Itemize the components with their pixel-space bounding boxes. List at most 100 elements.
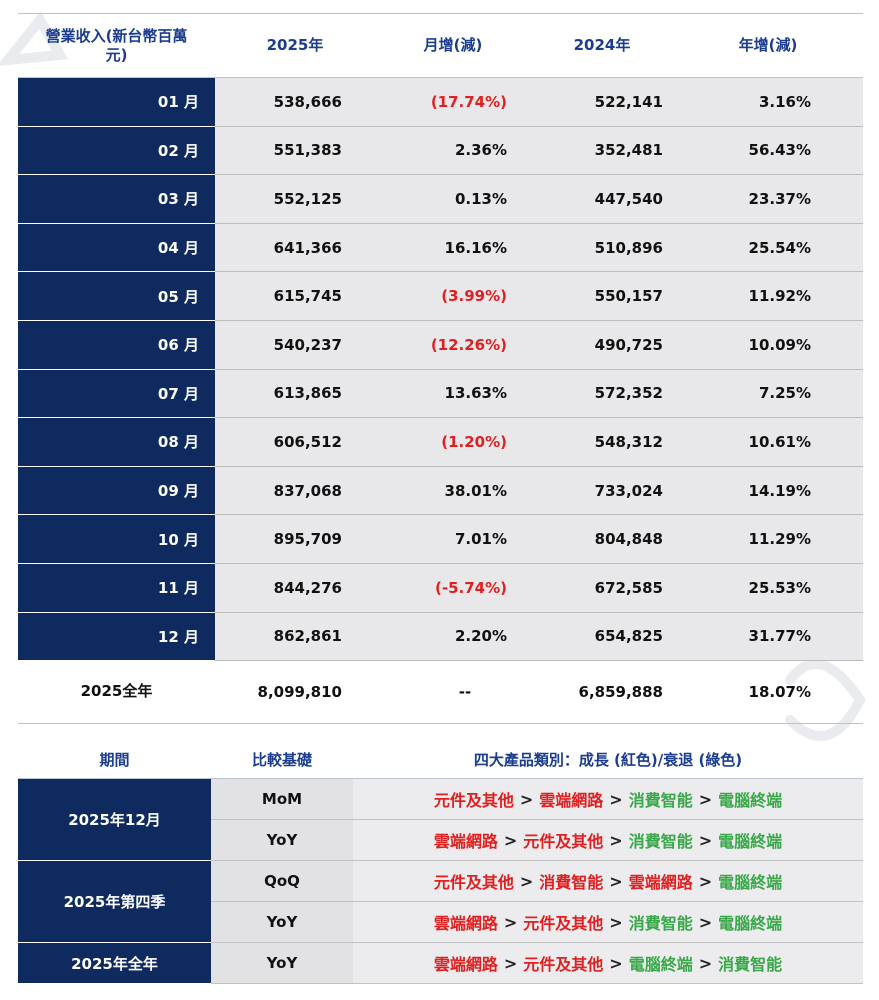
comparison-basis: YoY [211, 820, 353, 860]
month-label: 02 月 [18, 126, 215, 176]
revenue-2025-cell: 844,276 [273, 578, 342, 597]
revenue-table: 營業收入(新台幣百萬元) 2025年 月增(減) 2024年 年增(減) 01 … [18, 13, 863, 725]
header-yoy: 年增(減) [738, 36, 798, 54]
category-growth: 雲端網路 [433, 832, 498, 851]
mom-cell: 7.01% [454, 530, 507, 549]
row-values: 538,666 (17.74%) 522,141 3.16% [215, 78, 863, 127]
category-growth: 元件及其他 [523, 955, 604, 974]
row-values: 615,745 (3.99%) 550,157 11.92% [215, 272, 863, 321]
table-row: 02 月 551,383 2.36% 352,481 56.43% [18, 126, 863, 176]
yoy-cell: 11.29% [748, 530, 811, 549]
yoy-cell: 31.77% [748, 627, 811, 646]
table-row: QoQ 元件及其他 > 消費智能 > 雲端網路 > 電腦終端 [211, 861, 863, 902]
revenue-2024-cell: 447,540 [594, 189, 663, 208]
table-row: 06 月 540,237 (12.26%) 490,725 10.09% [18, 320, 863, 370]
yoy-cell: 10.09% [748, 335, 811, 354]
row-values: 837,068 38.01% 733,024 14.19% [215, 466, 863, 516]
category-decline: 電腦終端 [718, 873, 783, 892]
revenue-2024-cell: 572,352 [594, 384, 663, 403]
category-decline: 電腦終端 [718, 791, 783, 810]
category-decline: 電腦終端 [718, 914, 783, 933]
category-ranking: 元件及其他 > 雲端網路 > 消費智能 > 電腦終端 [353, 779, 863, 819]
separator: > [609, 912, 623, 932]
revenue-2025-cell: 538,666 [273, 92, 342, 111]
separator: > [698, 953, 713, 973]
product-trend-body: 2025年12月 MoM 元件及其他 > 雲端網路 > 消費智能 > 電腦終端 YoY 雲端網路 > 元… [18, 779, 863, 984]
separator: > [503, 912, 518, 932]
category-growth: 雲端網路 [433, 955, 498, 974]
header-revenue-unit: 營業收入(新台幣百萬元) [45, 26, 188, 64]
comparison-basis: YoY [211, 943, 353, 983]
header-mom: 月增(減) [423, 36, 483, 54]
yoy-cell: 23.37% [748, 189, 811, 208]
row-values: 862,861 2.20% 654,825 31.77% [215, 612, 863, 662]
revenue-2024-cell: 548,312 [594, 432, 663, 451]
total-2025: 8,099,810 [257, 683, 342, 702]
separator: > [609, 830, 623, 850]
mom-cell: 2.20% [454, 627, 507, 646]
period-label: 2025年全年 [18, 943, 211, 984]
header-basis: 比較基礎 [251, 750, 312, 769]
category-growth: 雲端網路 [433, 914, 498, 933]
table-row: 09 月 837,068 38.01% 733,024 14.19% [18, 466, 863, 516]
revenue-2025-cell: 551,383 [273, 141, 342, 160]
revenue-2024-cell: 804,848 [594, 530, 663, 549]
category-growth: 元件及其他 [523, 832, 604, 851]
category-growth: 元件及其他 [433, 791, 514, 810]
mom-cell: 2.36% [454, 141, 507, 160]
revenue-2024-cell: 522,141 [594, 92, 663, 111]
mom-cell: 13.63% [444, 384, 507, 403]
category-ranking: 雲端網路 > 元件及其他 > 電腦終端 > 消費智能 [353, 943, 863, 983]
category-growth: 雲端網路 [539, 791, 604, 810]
total-mom: -- [458, 683, 472, 702]
separator: > [503, 953, 518, 973]
period-rows: YoY 雲端網路 > 元件及其他 > 電腦終端 > 消費智能 [211, 943, 863, 984]
mom-cell: (17.74%) [430, 92, 507, 111]
month-label: 12 月 [18, 612, 215, 662]
revenue-2025-cell: 641,366 [273, 238, 342, 257]
total-2024: 6,859,888 [578, 683, 663, 702]
row-values: 613,865 13.63% 572,352 7.25% [215, 369, 863, 419]
mom-cell: (12.26%) [430, 335, 507, 354]
revenue-2024-cell: 672,585 [594, 578, 663, 597]
comparison-basis: YoY [211, 902, 353, 942]
row-values: 895,709 7.01% 804,848 11.29% [215, 515, 863, 564]
period-label: 2025年12月 [18, 779, 211, 861]
month-label: 04 月 [18, 223, 215, 273]
yoy-cell: 3.16% [758, 92, 811, 111]
month-label: 05 月 [18, 272, 215, 321]
revenue-2025-cell: 552,125 [273, 189, 342, 208]
revenue-total-row: 2025全年 8,099,810 -- 6,859,888 18.07% [18, 661, 863, 725]
category-growth: 消費智能 [539, 873, 604, 892]
separator: > [519, 789, 534, 809]
category-decline: 電腦終端 [628, 955, 693, 974]
category-ranking: 雲端網路 > 元件及其他 > 消費智能 > 電腦終端 [353, 820, 863, 860]
separator: > [609, 953, 623, 973]
table-row: 07 月 613,865 13.63% 572,352 7.25% [18, 369, 863, 419]
category-growth: 元件及其他 [523, 914, 604, 933]
table-row: 04 月 641,366 16.16% 510,896 25.54% [18, 223, 863, 273]
revenue-2024-cell: 733,024 [594, 481, 663, 500]
table-row: 05 月 615,745 (3.99%) 550,157 11.92% [18, 272, 863, 321]
separator: > [698, 830, 713, 850]
table-row: 08 月 606,512 (1.20%) 548,312 10.61% [18, 418, 863, 467]
product-trend-table: 期間 比較基礎 四大產品類別：成長 (紅色)/衰退 (綠色) 2025年12月 M… [18, 740, 863, 984]
row-values: 606,512 (1.20%) 548,312 10.61% [215, 418, 863, 467]
revenue-2025-cell: 613,865 [273, 384, 342, 403]
category-decline: 消費智能 [628, 832, 693, 851]
category-growth: 雲端網路 [628, 873, 693, 892]
category-decline: 消費智能 [718, 955, 783, 974]
period-label: 2025年第四季 [18, 861, 211, 943]
separator: > [698, 789, 713, 809]
revenue-2025-cell: 837,068 [273, 481, 342, 500]
mom-cell: 38.01% [444, 481, 507, 500]
separator: > [698, 912, 713, 932]
month-label: 01 月 [18, 78, 215, 127]
table-row: MoM 元件及其他 > 雲端網路 > 消費智能 > 電腦終端 [211, 779, 863, 820]
month-label: 08 月 [18, 418, 215, 467]
period-rows: MoM 元件及其他 > 雲端網路 > 消費智能 > 電腦終端 YoY 雲端網路 > 元件及其他 > 消費智… [211, 779, 863, 861]
mom-cell: 16.16% [444, 238, 507, 257]
category-decline: 消費智能 [628, 914, 693, 933]
category-decline: 消費智能 [628, 791, 693, 810]
separator: > [519, 871, 534, 891]
